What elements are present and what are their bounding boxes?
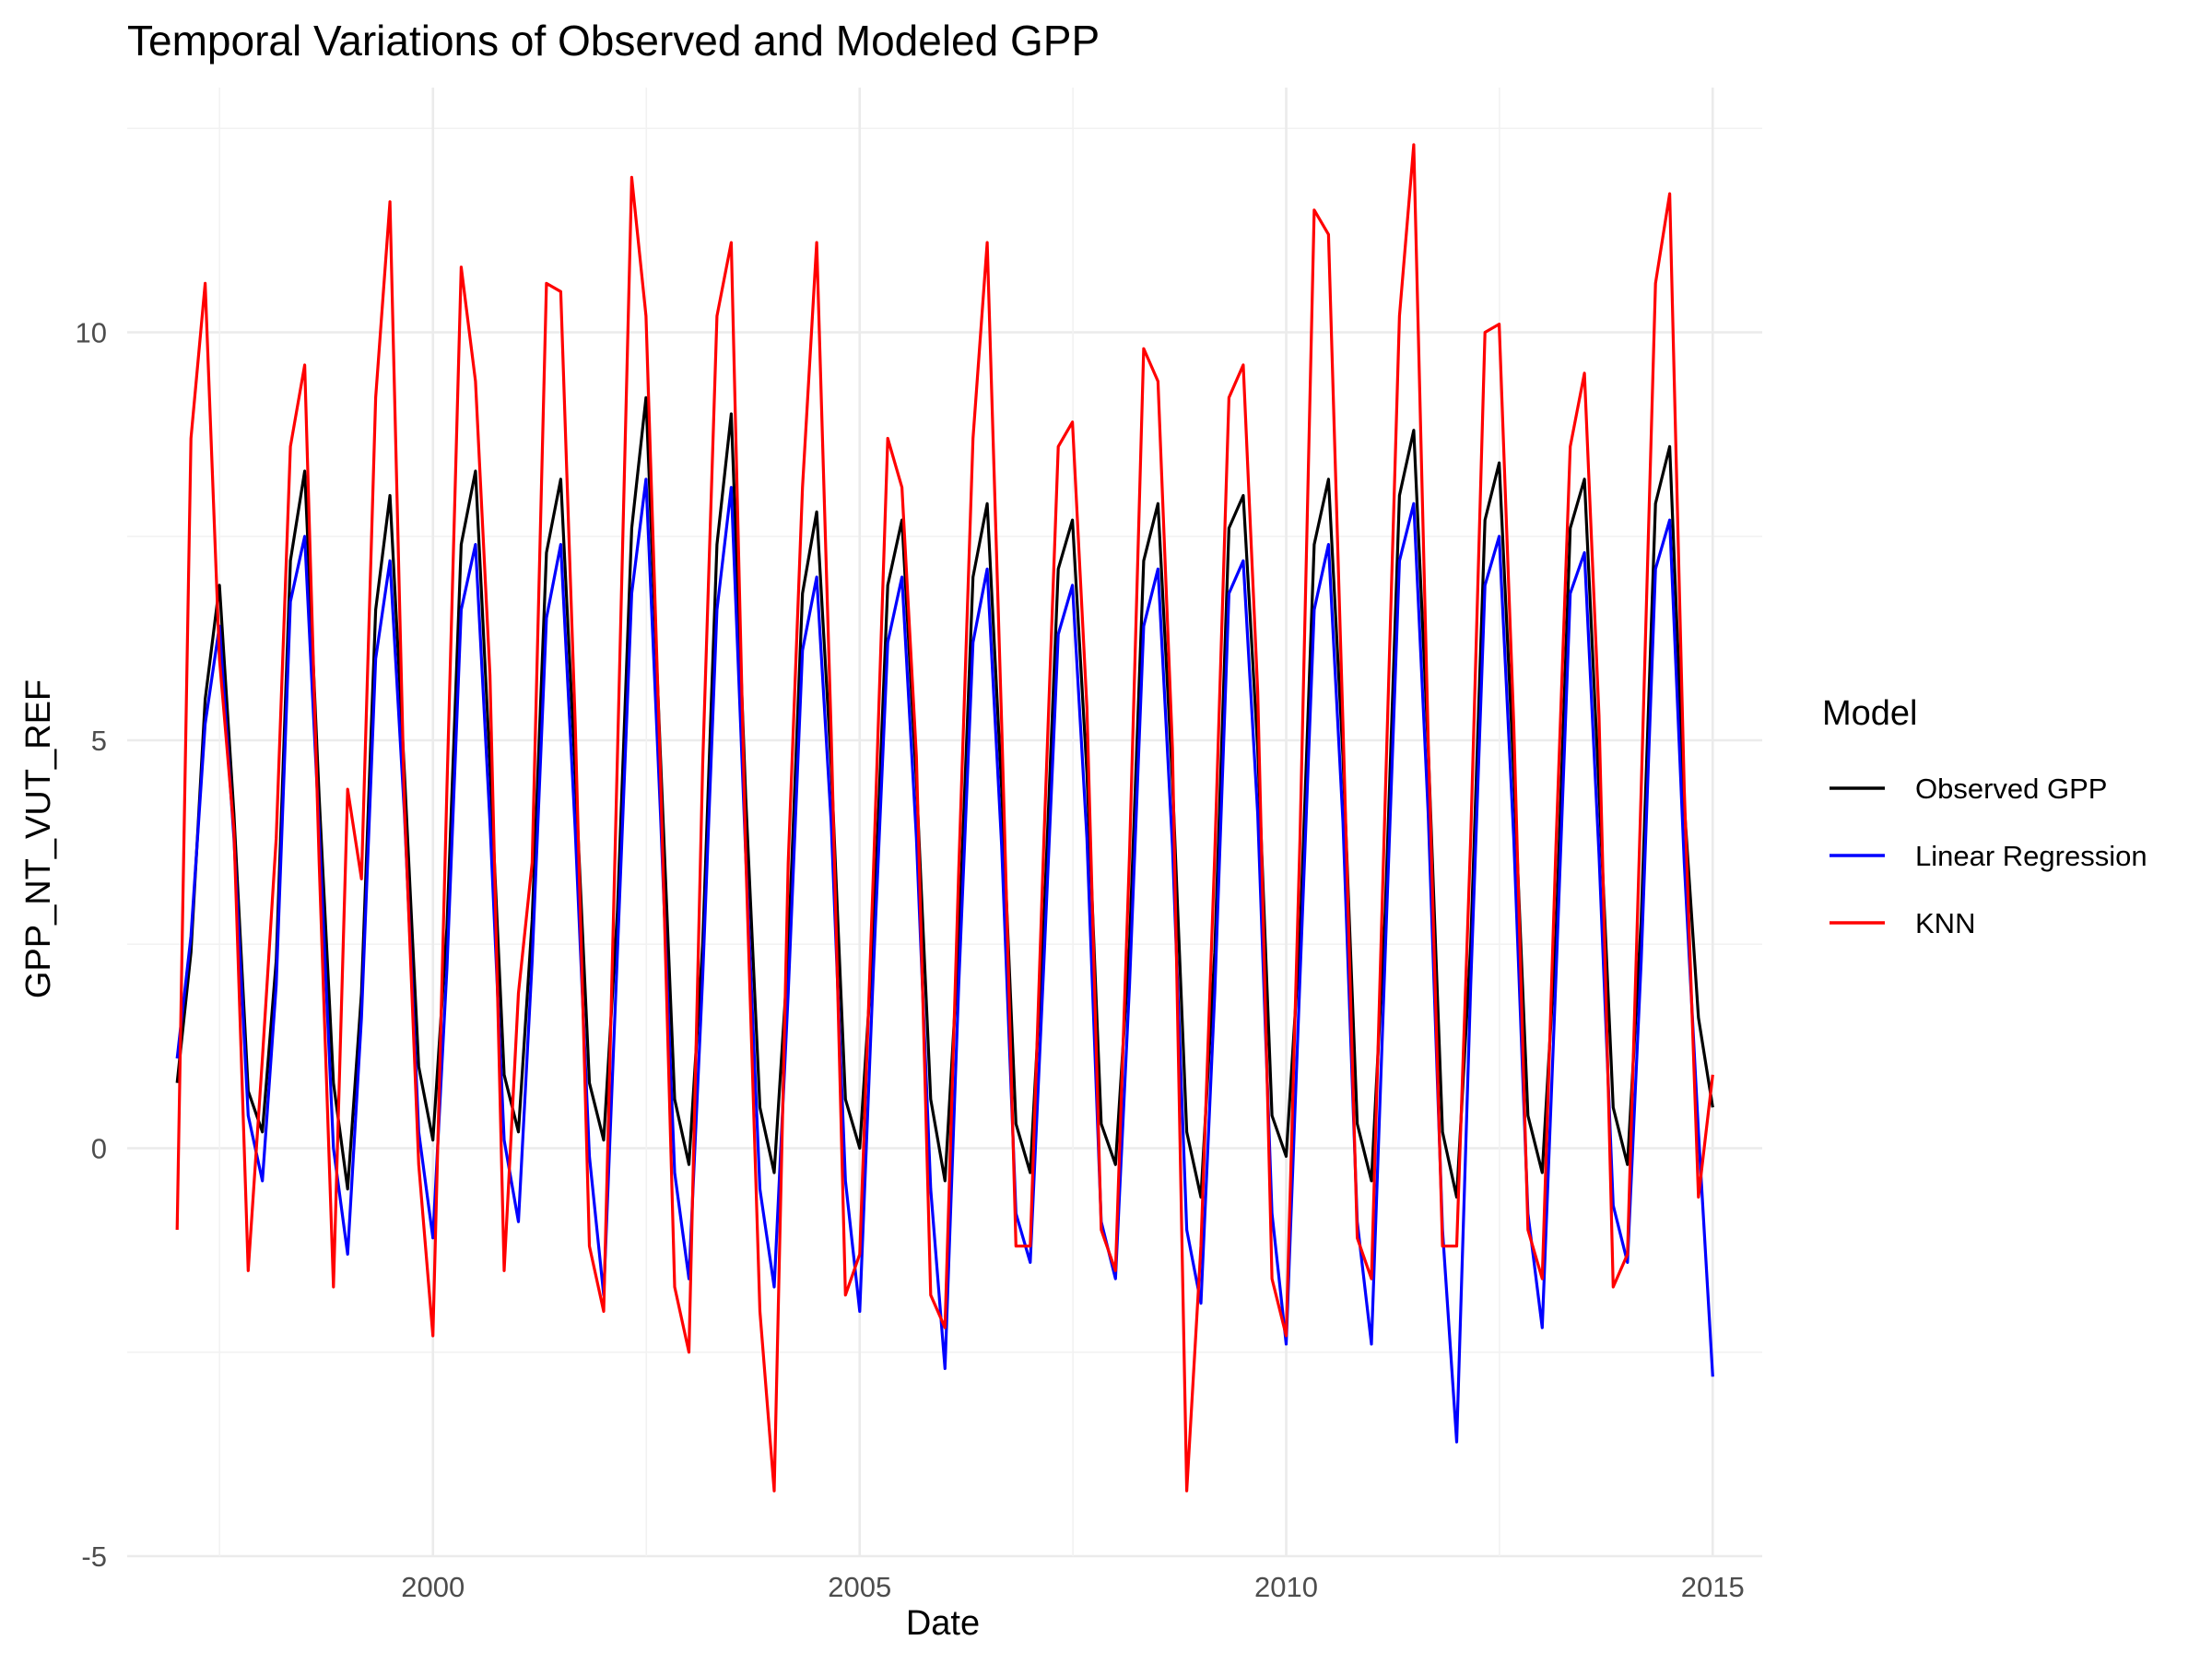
legend-label: KNN xyxy=(1915,907,1975,939)
y-axis-title: GPP_NT_VUT_REF xyxy=(19,679,58,998)
legend: Model Observed GPP Linear Regression KNN xyxy=(1822,694,2147,939)
legend-title: Model xyxy=(1822,694,1918,733)
x-axis-title: Date xyxy=(906,1604,980,1643)
series-line-observed-gpp xyxy=(175,395,1714,1199)
legend-label: Observed GPP xyxy=(1915,773,2107,805)
y-tick-label: 10 xyxy=(76,317,107,349)
legend-items: Observed GPP Linear Regression KNN xyxy=(1830,773,2147,939)
x-tick-label: 2010 xyxy=(1254,1571,1318,1603)
legend-label: Linear Regression xyxy=(1915,840,2147,872)
chart-title: Temporal Variations of Observed and Mode… xyxy=(127,17,1100,65)
y-tick-label: -5 xyxy=(81,1540,107,1573)
x-tick-label: 2000 xyxy=(401,1571,465,1603)
y-tick-label: 0 xyxy=(91,1133,107,1165)
series-lines xyxy=(175,143,1714,1493)
series-line-linear-regression xyxy=(175,478,1714,1444)
x-tick-label: 2005 xyxy=(828,1571,891,1603)
y-tick-label: 5 xyxy=(91,725,107,757)
series-line-knn xyxy=(175,143,1714,1493)
x-tick-label: 2015 xyxy=(1681,1571,1745,1603)
axes: -5 0 5 10 2000 2005 2010 2015 xyxy=(76,317,1745,1604)
